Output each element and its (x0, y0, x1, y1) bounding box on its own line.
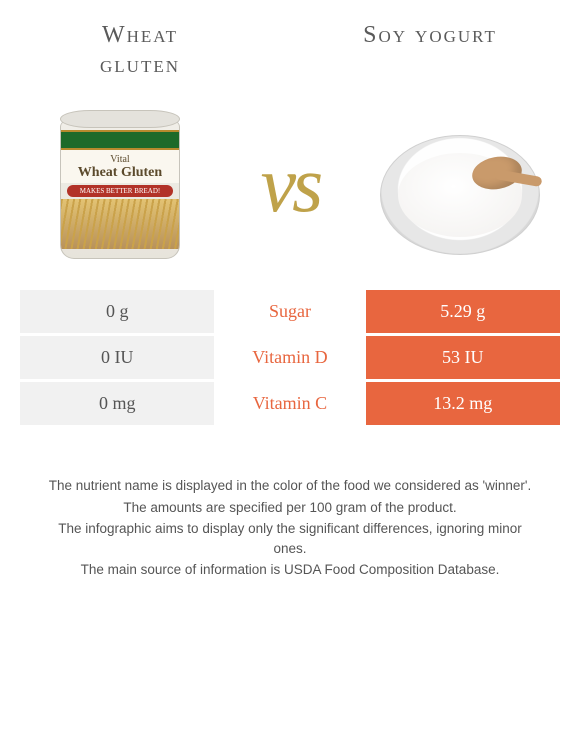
footnote-line: The nutrient name is displayed in the co… (42, 476, 538, 496)
title-right: Soy yogurt (330, 20, 530, 50)
nutrient-label: Vitamin D (214, 336, 365, 379)
nutrient-label: Vitamin C (214, 382, 365, 425)
soy-yogurt-image (380, 105, 540, 265)
jar-icon: Vital Wheat Gluten MAKES BETTER BREAD! (60, 110, 180, 260)
footnote-line: The main source of information is USDA F… (42, 560, 538, 580)
right-value: 53 IU (366, 336, 560, 379)
bowl-icon (380, 115, 540, 255)
table-row: 0 mgVitamin C13.2 mg (20, 382, 560, 428)
title-left-line1: Wheat (102, 22, 178, 48)
footnote-line: The amounts are specified per 100 gram o… (42, 498, 538, 518)
left-value: 0 IU (20, 336, 214, 379)
footnote-line: The infographic aims to display only the… (42, 519, 538, 558)
jar-tagline: MAKES BETTER BREAD! (67, 185, 173, 197)
title-left: Wheat gluten (50, 20, 230, 80)
vs-label: vs (261, 145, 320, 225)
comparison-infographic: Wheat gluten Soy yogurt Vital Wheat Glut… (0, 0, 580, 754)
jar-product: Wheat Gluten (63, 165, 177, 181)
left-value: 0 mg (20, 382, 214, 425)
comparison-table: 0 gSugar5.29 g0 IUVitamin D53 IU0 mgVita… (20, 290, 560, 428)
images-row: Vital Wheat Gluten MAKES BETTER BREAD! v… (20, 90, 560, 290)
table-row: 0 gSugar5.29 g (20, 290, 560, 336)
table-row: 0 IUVitamin D53 IU (20, 336, 560, 382)
footnotes: The nutrient name is displayed in the co… (20, 428, 560, 580)
jar-brand: Vital (110, 154, 129, 165)
wheat-gluten-image: Vital Wheat Gluten MAKES BETTER BREAD! (40, 105, 200, 265)
title-left-line2: gluten (100, 52, 180, 78)
right-value: 5.29 g (366, 290, 560, 333)
nutrient-label: Sugar (214, 290, 365, 333)
titles-row: Wheat gluten Soy yogurt (20, 20, 560, 90)
left-value: 0 g (20, 290, 214, 333)
right-value: 13.2 mg (366, 382, 560, 425)
